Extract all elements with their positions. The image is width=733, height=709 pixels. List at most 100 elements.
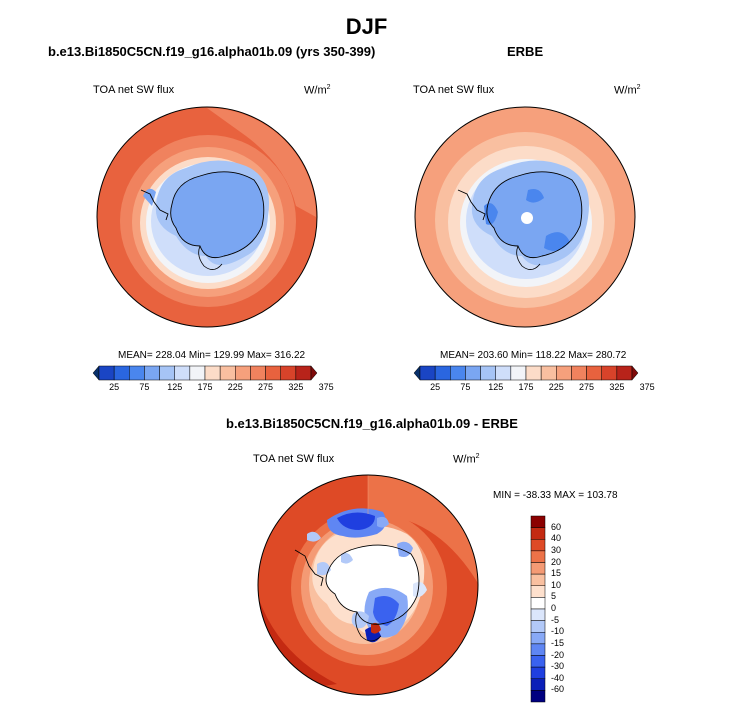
colorbar-swatch	[295, 365, 312, 381]
panel-model-map	[96, 106, 318, 328]
colorbar-swatch	[280, 365, 297, 381]
colorbar-swatch	[530, 515, 546, 528]
colorbar-swatch	[265, 365, 281, 381]
colorbar-tick-label: 375	[318, 382, 334, 392]
colorbar-swatch	[530, 527, 546, 540]
colorbar-tick-label: -30	[551, 661, 565, 672]
colorbar-tick-label: 25	[109, 382, 120, 392]
panel-diff-map	[257, 474, 479, 696]
colorbar-tick-label: 0	[551, 603, 557, 613]
colorbar-swatch	[434, 365, 451, 381]
colorbar-swatch	[530, 562, 546, 575]
colorbar-swatch	[530, 632, 546, 645]
colorbar-swatch	[530, 620, 546, 633]
colorbar-tick-label: -60	[551, 684, 565, 695]
colorbar-tick-label: 10	[551, 579, 562, 590]
colorbar-tick-label: 60	[551, 521, 562, 532]
colorbar-swatch	[98, 365, 115, 381]
colorbar-tick-label: -40	[551, 672, 565, 683]
colorbar-tick-label: 225	[548, 382, 564, 392]
colorbar-arrow-high	[631, 365, 639, 381]
panel-model-units: W/m2	[304, 84, 331, 97]
panel-model-title: b.e13.Bi1850C5CN.f19_g16.alpha01b.09 (yr…	[48, 44, 376, 59]
colorbar-tick-label: 325	[288, 382, 304, 392]
colorbar-swatch	[129, 365, 145, 381]
colorbar-tick-label: -15	[551, 637, 565, 648]
colorbar-swatch	[530, 643, 546, 656]
colorbar-swatch	[189, 365, 206, 381]
colorbar-swatch	[250, 365, 266, 381]
colorbar-tick-label: -20	[551, 649, 565, 660]
colorbar-tick-label: 30	[551, 544, 562, 555]
colorbar-tick-label: 25	[430, 382, 441, 392]
colorbar-tick-label: 175	[197, 382, 213, 392]
colorbar-swatch	[525, 365, 542, 381]
panel-diff-title: b.e13.Bi1850C5CN.f19_g16.alpha01b.09 - E…	[226, 416, 518, 431]
colorbar-tick-label: 75	[139, 382, 150, 392]
colorbar-swatch	[530, 573, 546, 586]
panel-diff-colorbar-labels: 60 40 30 20 15 10 5 0 -5 -10 -15 -20 -30 -40 -60	[551, 516, 591, 702]
colorbar-swatch	[530, 597, 546, 610]
colorbar-tick-label: 275	[258, 382, 274, 392]
panel-diff-colorbar	[530, 515, 546, 703]
colorbar-tick-label: 375	[639, 382, 655, 392]
colorbar-swatch	[495, 365, 512, 381]
panel-model-stats: MEAN= 228.04 Min= 129.99 Max= 316.22	[118, 350, 306, 361]
panel-obs-title: ERBE	[507, 44, 544, 59]
colorbar-swatch	[144, 365, 160, 381]
colorbar-arrow-high	[310, 365, 318, 381]
colorbar-swatch	[530, 678, 546, 691]
colorbar-swatch	[530, 550, 546, 563]
panel-obs-colorbar	[413, 365, 639, 381]
colorbar-tick-label: 20	[551, 556, 562, 567]
colorbar-tick-label: 15	[551, 568, 562, 579]
colorbar-swatch	[601, 365, 618, 381]
colorbar-swatch	[540, 365, 557, 381]
panel-diff-units: W/m2	[453, 453, 480, 466]
colorbar-swatch	[159, 365, 175, 381]
colorbar-arrow-low	[413, 365, 421, 381]
colorbar-tick-label: 225	[227, 382, 243, 392]
colorbar-tick-label: 5	[551, 591, 557, 602]
colorbar-tick-label: 275	[579, 382, 595, 392]
colorbar-swatch	[530, 666, 546, 679]
colorbar-swatch	[586, 365, 602, 381]
colorbar-swatch	[616, 365, 633, 381]
colorbar-tick-label: 125	[167, 382, 183, 392]
colorbar-swatch	[530, 690, 546, 703]
colorbar-swatch	[174, 365, 191, 381]
panel-obs-stats: MEAN= 203.60 Min= 118.22 Max= 280.72	[440, 350, 627, 361]
panel-diff-variable: TOA net SW flux	[253, 453, 335, 465]
panel-obs-variable: TOA net SW flux	[413, 84, 495, 96]
panel-obs-units: W/m2	[614, 84, 641, 97]
panel-obs-colorbar-labels: 25 75 125 175 225 275 325 375	[414, 382, 655, 394]
colorbar-tick-label: -5	[551, 614, 560, 625]
colorbar-swatch	[530, 539, 546, 552]
colorbar-swatch	[571, 365, 587, 381]
colorbar-swatch	[480, 365, 496, 381]
colorbar-tick-label: 175	[518, 382, 534, 392]
colorbar-swatch	[450, 365, 466, 381]
colorbar-swatch	[204, 365, 221, 381]
colorbar-swatch	[530, 655, 546, 668]
colorbar-tick-label: 40	[551, 533, 562, 544]
colorbar-swatch	[113, 365, 130, 381]
panel-diff-stats: MIN = -38.33 MAX = 103.78	[493, 490, 618, 501]
colorbar-swatch	[235, 365, 251, 381]
colorbar-tick-label: -10	[551, 626, 565, 637]
panel-model-colorbar	[92, 365, 318, 381]
colorbar-swatch	[556, 365, 572, 381]
panel-obs-map	[414, 106, 636, 328]
colorbar-tick-label: 325	[609, 382, 625, 392]
colorbar-tick-label: 125	[488, 382, 504, 392]
colorbar-swatch	[530, 608, 546, 621]
colorbar-swatch	[419, 365, 436, 381]
colorbar-tick-label: 75	[460, 382, 471, 392]
colorbar-arrow-low	[92, 365, 100, 381]
colorbar-swatch	[510, 365, 527, 381]
panel-model-colorbar-labels: 25 75 125 175 225 275 325 375	[93, 382, 334, 394]
colorbar-swatch	[465, 365, 481, 381]
colorbar-swatch	[219, 365, 236, 381]
figure-title: DJF	[345, 14, 388, 39]
colorbar-swatch	[530, 585, 546, 598]
